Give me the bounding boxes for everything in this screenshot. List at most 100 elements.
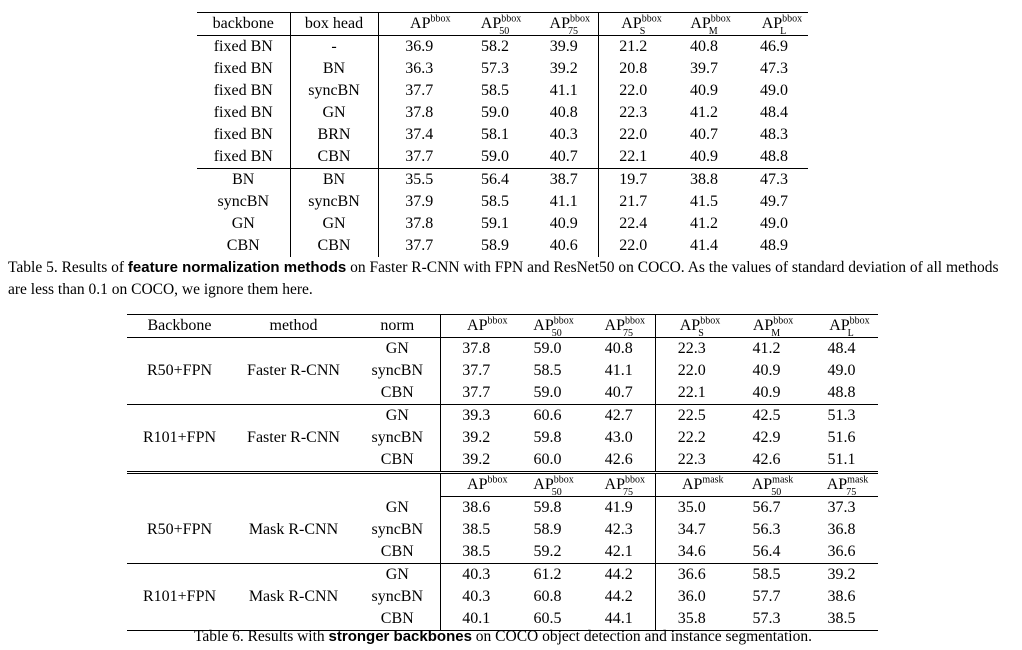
table-cell: 48.4 xyxy=(760,104,788,121)
ap-label: AP xyxy=(480,15,502,32)
table-cell: GN xyxy=(355,496,441,519)
table-cell: 39.7 xyxy=(690,60,718,77)
table-cell: 36.3 xyxy=(405,60,434,77)
column-header: APbbox75 xyxy=(583,314,656,340)
table-cell: 58.5 xyxy=(728,563,805,586)
column-header: backbone xyxy=(197,12,291,36)
table-cell: CBN xyxy=(290,235,379,257)
table-cell: 59.0 xyxy=(533,384,562,401)
table-cell: 22.4 xyxy=(619,215,648,232)
table-row: R101+FPN Mask R-CNN GN 40.3 61.2 44.2 36.6 58.5… xyxy=(127,563,878,631)
table-cell: 22.0 xyxy=(677,362,706,379)
table-cell: 40.7 xyxy=(583,382,656,405)
ap-sup: bbox xyxy=(569,13,590,25)
table-cell: 56.3 xyxy=(752,521,781,538)
table-cell: 40.7 xyxy=(530,146,599,169)
table-cell: 51.6 xyxy=(827,429,856,446)
table-cell: 39.3 xyxy=(440,404,512,427)
table-cell: 21.7 xyxy=(619,193,648,210)
ap-sup: bbox xyxy=(700,315,721,327)
table-cell: 22.3 xyxy=(677,340,706,357)
table-cell: 37.7 xyxy=(405,237,434,254)
ap-sub: M xyxy=(708,26,718,38)
table-cell: CBN xyxy=(197,235,291,257)
table-cell: 47.3 xyxy=(740,168,808,191)
table-cell: syncBN xyxy=(197,191,291,213)
ap-sup: mask xyxy=(702,474,724,486)
column-header: APbbox75 xyxy=(583,471,656,498)
table-cell: 37.8 xyxy=(462,340,491,357)
table-cell: GN xyxy=(355,337,441,360)
ap-label: AP xyxy=(751,476,773,493)
table-cell: 36.6 xyxy=(827,543,856,560)
table-cell: 40.3 xyxy=(440,563,512,586)
ap-label: AP xyxy=(690,15,711,32)
table-cell: 42.6 xyxy=(583,449,656,473)
table-cell: fixed BN xyxy=(197,58,291,80)
table-cell: CBN xyxy=(355,608,441,631)
column-header: APbboxS xyxy=(655,314,728,339)
table-cell: 35.8 xyxy=(677,610,706,627)
table-row: syncBN 40.3 60.8 44.2 36.0 57.7 38.6 xyxy=(127,586,878,608)
column-header: APbboxL xyxy=(740,12,808,37)
table-cell: 22.1 xyxy=(677,384,706,401)
table-cell: CBN xyxy=(290,146,379,169)
table-cell: 42.7 xyxy=(583,404,656,427)
table-cell: 40.7 xyxy=(690,126,718,143)
table-cell: GN xyxy=(197,213,291,235)
ap-sup: bbox xyxy=(553,474,574,486)
caption-bold: stronger backbones xyxy=(328,628,472,645)
backbone-cell: R101+FPN xyxy=(127,563,232,631)
table-cell: 39.2 xyxy=(805,563,878,586)
table-cell: 43.0 xyxy=(583,427,656,449)
table-cell: 38.6 xyxy=(827,588,856,605)
table-cell: 42.5 xyxy=(728,404,805,427)
table-cell: 37.9 xyxy=(405,193,434,210)
table-cell: 46.9 xyxy=(760,38,788,55)
table-row: R50+FPN Mask R-CNN GN 38.6 59.8 41.9 35.0 56.7 3… xyxy=(127,496,878,538)
table-cell: 56.4 xyxy=(460,168,530,191)
table-cell: 56.7 xyxy=(752,499,781,516)
table-row: R101+FPN Faster R-CNN GN 39.3 60.6 42.7 22.5 42… xyxy=(127,404,878,473)
ap-sup: bbox xyxy=(430,13,451,25)
ap-label: AP xyxy=(761,15,783,32)
table-cell: 59.8 xyxy=(533,429,562,446)
column-header: method xyxy=(232,314,355,338)
caption-text: Table 5. Results of xyxy=(8,259,128,276)
ap-sup: bbox xyxy=(487,315,508,327)
ap-sup: mask xyxy=(772,474,794,486)
caption-text: Table 6. Results with xyxy=(194,628,329,645)
table-row: BN BN 35.5 56.4 38.7 19.7 38.8 47.3 xyxy=(197,168,808,191)
table-cell: 49.0 xyxy=(760,215,788,232)
table-cell: CBN xyxy=(355,382,441,405)
ap-sup: bbox xyxy=(553,315,574,327)
table-cell: fixed BN xyxy=(197,80,291,102)
table-cell: syncBN xyxy=(355,360,441,382)
ap-sub: 75 xyxy=(846,487,857,499)
table-cell: 38.5 xyxy=(462,543,491,560)
table-cell: 41.2 xyxy=(690,215,718,232)
table-cell: 59.8 xyxy=(533,499,562,516)
ap-sub: 75 xyxy=(622,328,633,340)
table-cell: GN xyxy=(290,213,379,235)
table-cell: GN xyxy=(290,102,379,124)
caption-text: on Faster R-CNN with FPN and ResNet50 on… xyxy=(8,259,999,298)
column-header: APbbox50 xyxy=(512,314,583,339)
caption-bold: feature normalization methods xyxy=(127,259,347,276)
table-cell: 40.9 xyxy=(690,82,718,99)
table-cell: 48.3 xyxy=(760,126,788,143)
backbone-cell: R50+FPN xyxy=(146,520,213,538)
table-cell: 48.9 xyxy=(760,237,788,254)
table-cell: 58.5 xyxy=(481,82,509,99)
table-row: CBN 40.1 60.5 44.1 35.8 57.3 38.5 xyxy=(127,608,878,631)
table-6-caption: Table 6. Results with stronger backbones… xyxy=(0,626,1006,648)
column-header: APbbox xyxy=(440,314,512,338)
table-cell: 41.9 xyxy=(583,496,656,519)
table-row: syncBN 38.5 58.9 42.3 34.7 56.3 36.8 xyxy=(127,519,878,541)
column-header: APbbox50 xyxy=(512,471,583,498)
table-cell: 36.0 xyxy=(677,588,706,605)
ap-label: AP xyxy=(467,317,488,334)
table-cell: 49.0 xyxy=(760,82,788,99)
table-cell: 58.2 xyxy=(481,38,509,55)
column-header: APbboxM xyxy=(668,12,740,38)
